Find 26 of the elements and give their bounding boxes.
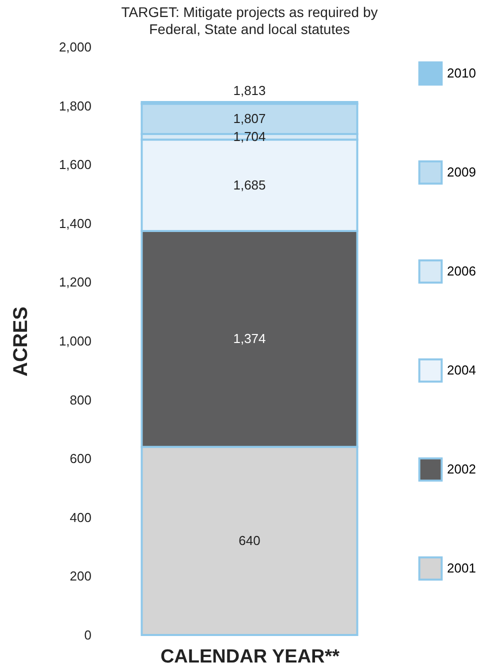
y-tick-label: 1,400 <box>58 216 92 231</box>
chart-title: TARGET: Mitigate projects as required by Federal, State and local statutes <box>121 4 378 37</box>
legend-label: 2010 <box>447 66 476 80</box>
annotation: 1,704 <box>233 128 266 144</box>
annotation: 1,813 <box>233 82 266 98</box>
legend-label: 2006 <box>447 264 476 278</box>
annotation: 640 <box>238 532 260 548</box>
legend-label: 2009 <box>447 164 476 180</box>
y-tick-label: 1,200 <box>58 274 92 290</box>
y-axis-title: ACRES <box>10 306 32 377</box>
legend-label: 2004 <box>447 362 476 378</box>
annotation: 1,374 <box>233 330 266 346</box>
legend-label: 2002 <box>447 462 476 476</box>
y-tick-label: 600 <box>70 451 92 466</box>
y-tick-label: 200 <box>70 568 92 584</box>
y-tick-label: 400 <box>70 510 92 525</box>
x-axis-title: CALENDAR YEAR** <box>160 646 340 668</box>
y-tick-label: 800 <box>70 392 92 408</box>
annotation: 1,685 <box>233 177 266 192</box>
legend-label: 2001 <box>447 560 476 576</box>
y-tick-label: 1,800 <box>58 98 92 114</box>
y-tick-label: 2,000 <box>58 40 92 54</box>
annotation: 1,807 <box>233 110 266 126</box>
y-tick-label: 1,000 <box>58 334 92 348</box>
y-tick-label: 1,600 <box>58 157 92 172</box>
y-tick-label: 0 <box>84 628 92 642</box>
